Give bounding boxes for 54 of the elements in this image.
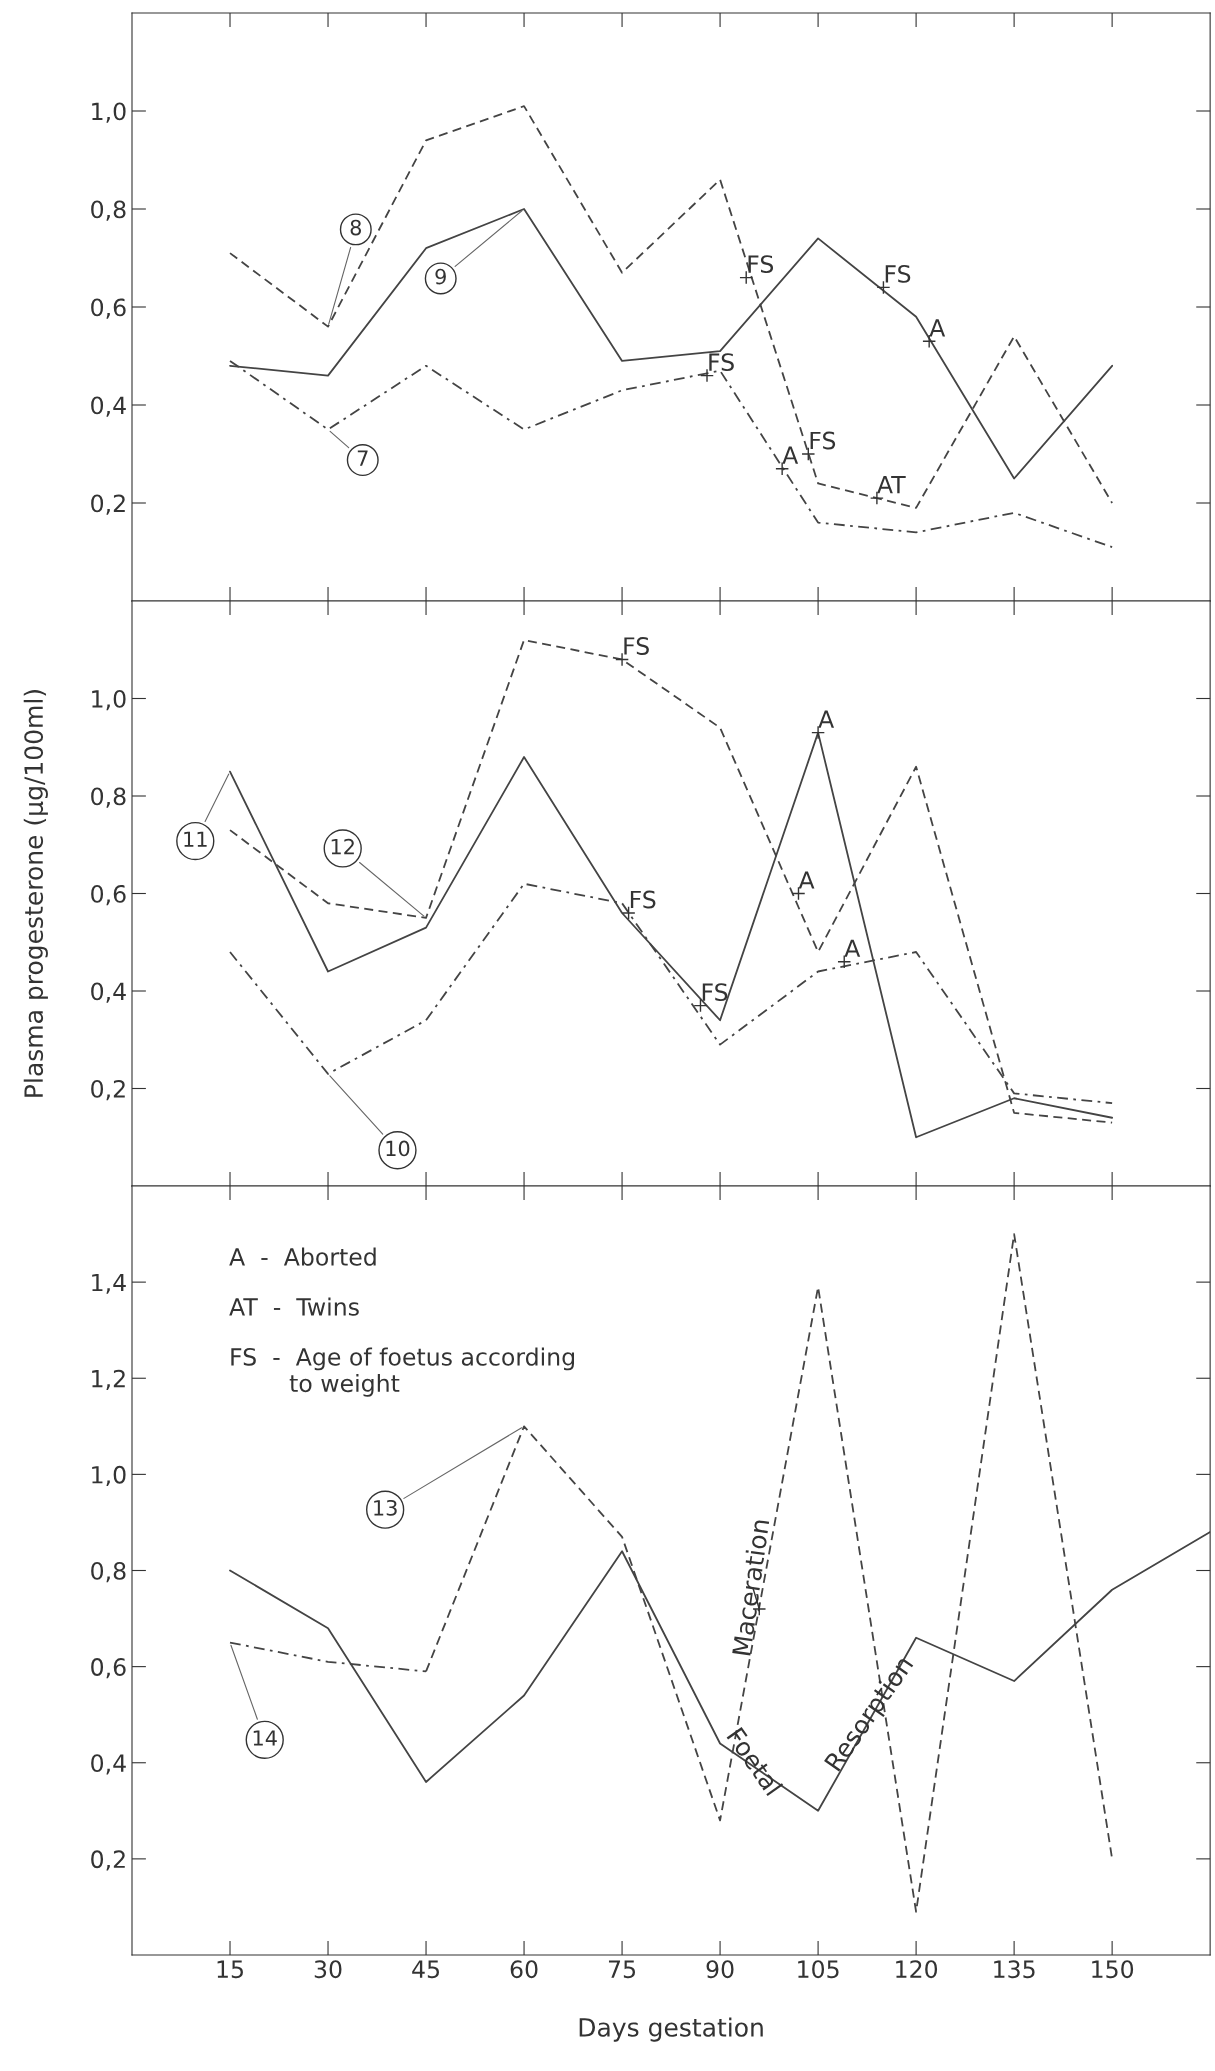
x-tick-label: 45 xyxy=(412,1960,439,1979)
y-tick-label: 1,0 xyxy=(92,1465,126,1487)
text: 11 xyxy=(184,831,207,847)
y-tick-label: 0,2 xyxy=(91,1850,125,1871)
y-tick-label: 0,6 xyxy=(91,1658,126,1679)
annotation: FS xyxy=(624,637,649,655)
y-tick-label: 1,2 xyxy=(92,1369,125,1390)
annotation: A xyxy=(782,446,799,464)
y-tick-label: 0,6 xyxy=(91,884,126,906)
text: 13 xyxy=(374,1499,397,1516)
x-tick-label: 90 xyxy=(706,1960,734,1979)
text: 14 xyxy=(253,1730,277,1746)
series-label: 9 xyxy=(435,268,446,285)
annotation: FS - Age of foetus according to weight xyxy=(231,1347,574,1397)
y-tick-label: 1,0 xyxy=(92,102,126,123)
series-label: 8 xyxy=(350,219,362,236)
x-tick-label: 120 xyxy=(896,1960,938,1979)
y-tick-label: 0,4 xyxy=(91,1754,126,1775)
annotation: FS xyxy=(709,353,734,372)
y-axis-title: Plasma progesterone (µg/100ml) xyxy=(23,690,48,1097)
y-tick-label: 0,8 xyxy=(91,200,126,221)
annotation: A xyxy=(818,710,835,728)
y-tick-label: 1,4 xyxy=(92,1273,126,1294)
annotation: FS xyxy=(810,431,836,450)
y-tick-label: 0,6 xyxy=(91,298,126,319)
annotation: FS xyxy=(885,264,911,283)
y-tick-label: 1,0 xyxy=(92,689,126,711)
annotation: A xyxy=(798,871,815,889)
annotation: FS xyxy=(702,983,728,1002)
annotation: AT xyxy=(877,475,906,494)
x-tick-label: 15 xyxy=(217,1960,243,1979)
y-tick-label: 0,4 xyxy=(91,396,126,417)
annotation: A xyxy=(929,319,946,337)
series-label: 7 xyxy=(357,450,368,466)
x-tick-label: 135 xyxy=(994,1960,1035,1979)
x-tick-label: 30 xyxy=(314,1960,342,1979)
annotation: Maceration xyxy=(731,1519,770,1656)
annotation: FS xyxy=(748,255,774,274)
y-tick-label: 0,4 xyxy=(91,982,126,1003)
y-tick-label: 0,2 xyxy=(91,1079,125,1101)
x-tick-label: 60 xyxy=(510,1960,538,1979)
y-tick-label: 0,8 xyxy=(91,787,126,808)
text: 10 xyxy=(386,1140,410,1157)
annotation: FS xyxy=(630,890,656,909)
x-tick-label: 150 xyxy=(1092,1960,1134,1979)
annotation: AT - Twins xyxy=(229,1297,359,1316)
x-tick-label: 105 xyxy=(798,1960,839,1979)
x-tick-label: 75 xyxy=(608,1960,636,1979)
x-axis-title: Days gestation xyxy=(579,2017,763,2042)
series-label: 12 xyxy=(331,838,354,855)
annotation: A - Aborted xyxy=(229,1247,376,1266)
y-tick-label: 0,8 xyxy=(91,1561,126,1583)
annotation: A xyxy=(844,939,861,957)
y-tick-label: 0,2 xyxy=(91,494,125,515)
